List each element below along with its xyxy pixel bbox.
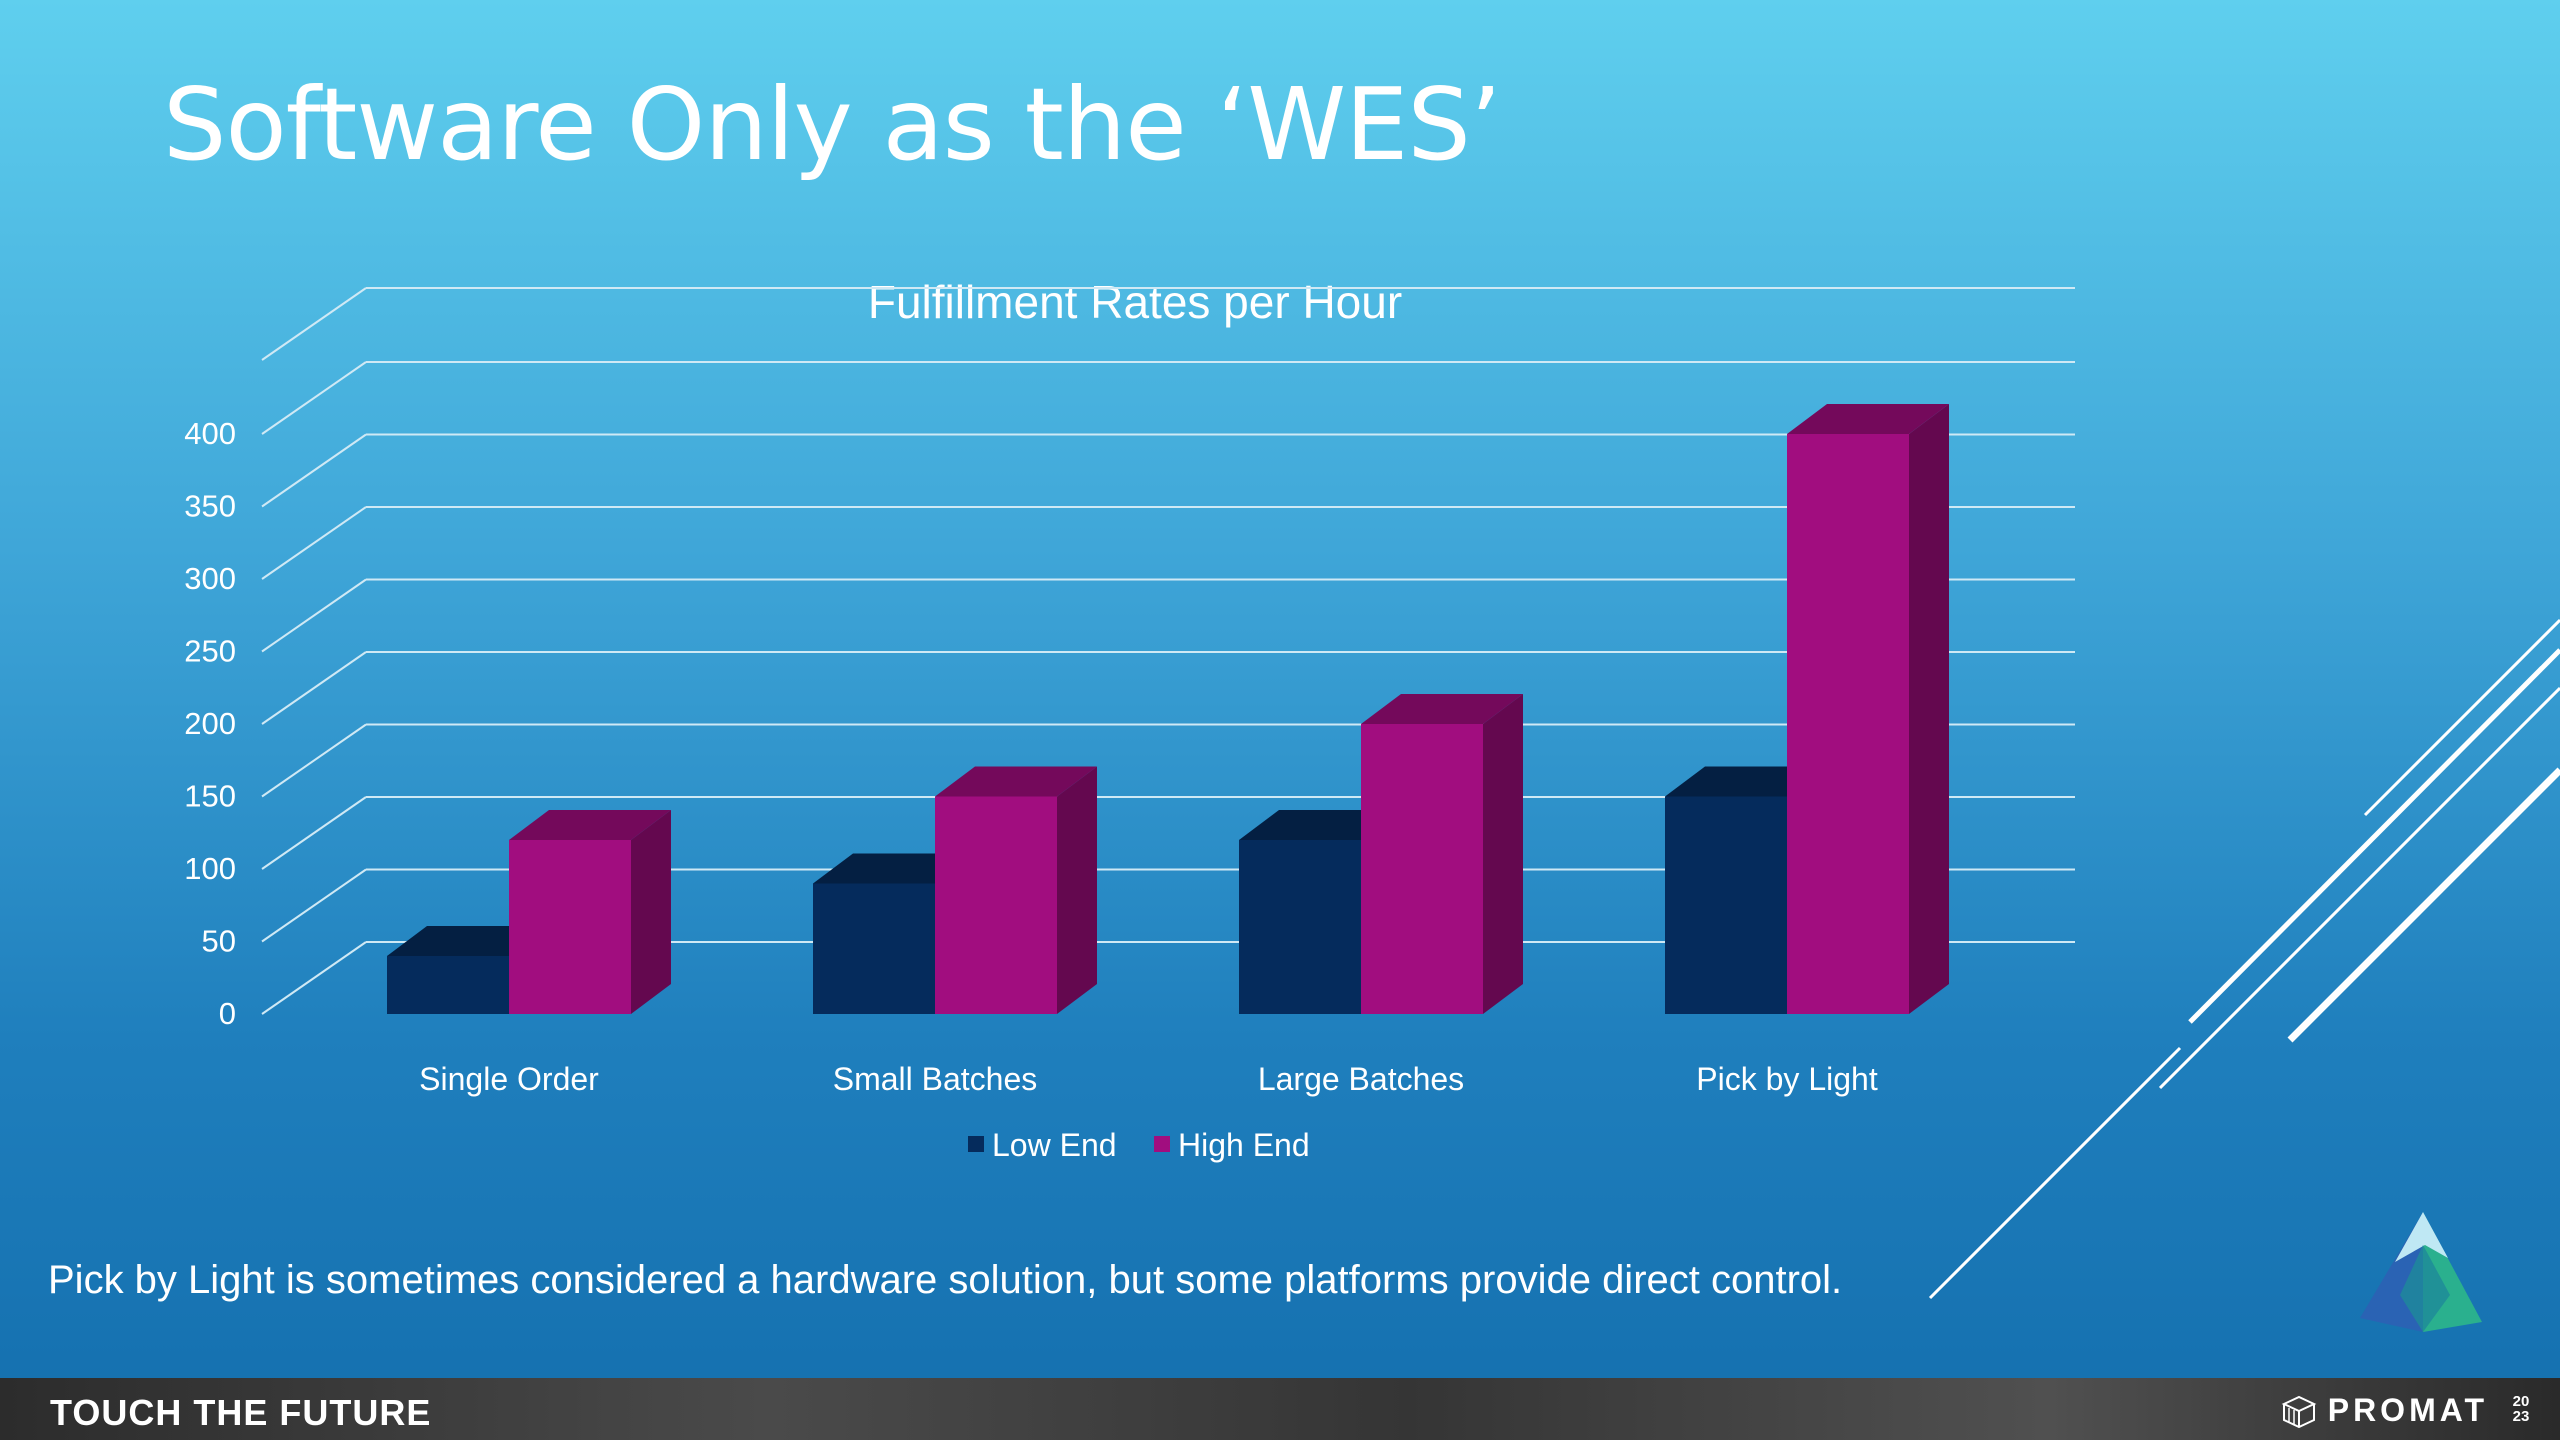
y-axis-ticks: 0 50 100 150 200 250 300 350 400 xyxy=(184,416,236,1031)
promat-logo: PROMAT xyxy=(2280,1392,2488,1429)
y-tick-label: 50 xyxy=(202,924,236,959)
legend-swatch xyxy=(968,1136,984,1152)
bar-high-end xyxy=(1787,404,1949,1014)
footer-tagline: TOUCH THE FUTURE xyxy=(50,1392,432,1433)
promat-logo-icon xyxy=(2281,1395,2317,1428)
x-tick-label: Pick by Light xyxy=(1696,1061,1878,1097)
gridline-diagonal xyxy=(261,868,367,943)
gridline-diagonal xyxy=(261,578,367,653)
footer-bar: TOUCH THE FUTURE PROMAT 20 23 xyxy=(0,1378,2560,1440)
y-tick-label: 300 xyxy=(184,561,236,596)
x-axis-labels: Single Order Small Batches Large Batches Pi… xyxy=(419,1061,1878,1097)
legend: Low End High End xyxy=(968,1127,1310,1163)
y-tick-label: 250 xyxy=(184,634,236,669)
gridline-diagonal xyxy=(261,941,367,1015)
legend-label: High End xyxy=(1178,1127,1310,1163)
gridline-diagonal xyxy=(261,361,367,435)
y-tick-label: 150 xyxy=(184,779,236,814)
y-tick-label: 400 xyxy=(184,416,236,451)
x-tick-label: Single Order xyxy=(419,1061,599,1097)
gridline-diagonal xyxy=(261,651,367,725)
y-tick-label: 0 xyxy=(219,996,236,1031)
bar-high-end xyxy=(1361,694,1523,1014)
footer-brand-name: PROMAT xyxy=(2327,1392,2488,1428)
bar-high-end xyxy=(935,766,1097,1014)
gridline-diagonal xyxy=(261,723,367,798)
bar-high-end xyxy=(509,810,671,1014)
footer-year: 20 23 xyxy=(2512,1393,2530,1425)
gridline-diagonal xyxy=(261,506,367,580)
y-tick-label: 350 xyxy=(184,489,236,524)
legend-label: Low End xyxy=(992,1127,1117,1163)
slide-caption: Pick by Light is sometimes considered a … xyxy=(48,1258,1843,1302)
slide-title: Software Only as the ‘WES’ xyxy=(163,66,1502,183)
x-tick-label: Large Batches xyxy=(1258,1061,1464,1097)
y-tick-label: 100 xyxy=(184,851,236,886)
legend-swatch xyxy=(1154,1136,1170,1152)
y-tick-label: 200 xyxy=(184,706,236,741)
gridline-diagonal xyxy=(261,796,367,870)
gridline-diagonal xyxy=(261,287,367,361)
x-tick-label: Small Batches xyxy=(833,1061,1038,1097)
bars xyxy=(387,404,1949,1014)
chart-title: Fulfillment Rates per Hour xyxy=(868,276,1402,328)
gridline-diagonal xyxy=(261,433,367,508)
